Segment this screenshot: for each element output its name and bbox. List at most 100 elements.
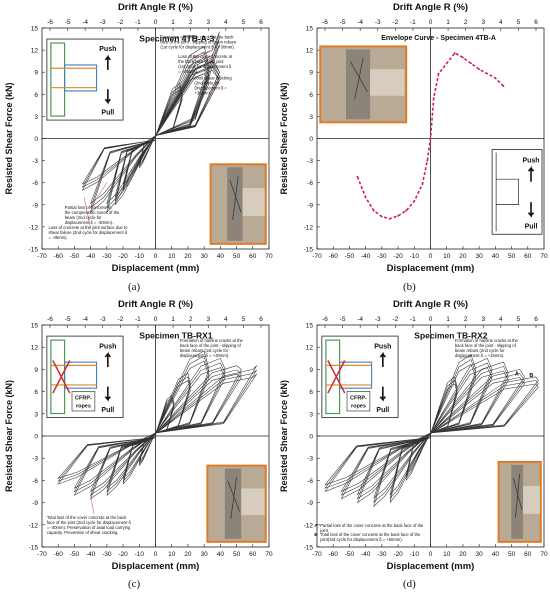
- y-tick-label: 9: [309, 367, 313, 374]
- x-tick-label: -30: [377, 551, 387, 558]
- caption-a: (a): [128, 281, 141, 293]
- top-tick-label: -2: [392, 316, 398, 323]
- x-tick-label: 40: [217, 253, 225, 260]
- x-tick-label: 30: [476, 253, 484, 260]
- y-tick-label: -12: [304, 224, 314, 231]
- x-tick-label: -30: [102, 253, 112, 260]
- push-label: Push: [374, 343, 391, 350]
- y-tick-label: 9: [34, 70, 38, 77]
- beam-rebar: [339, 361, 373, 389]
- top-tick-label: 0: [154, 316, 158, 323]
- inset-frame: [46, 38, 124, 121]
- top-tick-label: 6: [534, 316, 538, 323]
- x-tick-label: -30: [377, 253, 387, 260]
- top-tick-label: 3: [206, 19, 210, 26]
- x-tick-label: 10: [168, 551, 176, 558]
- y-tick-label: 3: [309, 411, 313, 418]
- top-tick-label: 3: [206, 316, 210, 323]
- specimen-inset: CFRP-ropes Push Pull: [46, 335, 124, 418]
- hysteresis-loop: [405, 376, 458, 481]
- push-arrow-icon: [527, 165, 535, 182]
- beam-rebar: [64, 361, 98, 389]
- specimen-inset: CFRP-ropes Push Pull: [321, 335, 399, 418]
- push-arrow-icon: [104, 54, 111, 70]
- y-tick-label: -9: [32, 202, 38, 209]
- x-tick-label: 70: [265, 551, 273, 558]
- marker-a: A: [515, 371, 519, 377]
- push-label: Push: [522, 157, 539, 164]
- y-tick-label: 12: [31, 345, 39, 352]
- cfrp-label-2: ropes: [351, 404, 366, 410]
- x-tick-label: -50: [345, 551, 355, 558]
- specimen-inset: Push Pull: [46, 38, 124, 121]
- inset-frame: [491, 149, 543, 235]
- marker-b: B: [529, 373, 533, 379]
- y-tick-label: -15: [304, 545, 314, 552]
- x-tick-label: 60: [524, 253, 532, 260]
- y-axis-title: Resisted Shear Force (kN): [279, 380, 289, 492]
- x-tick-label: -10: [410, 253, 420, 260]
- top-tick-label: -6: [322, 316, 328, 323]
- cfrp-rope-cross: [52, 360, 71, 394]
- x-tick-label: -70: [312, 253, 322, 260]
- y-tick-label: -6: [32, 478, 38, 485]
- y-tick-label: 0: [309, 434, 313, 441]
- pull-arrow-icon: [104, 89, 111, 105]
- cfrp-label-2: ropes: [76, 404, 91, 410]
- x-tick-label: -50: [345, 253, 355, 260]
- top-tick-label: 1: [446, 19, 450, 26]
- envelope-point: [397, 214, 399, 217]
- top-tick-label: 1: [446, 316, 450, 323]
- x-tick-label: 0: [429, 551, 433, 558]
- cfrp-label: CFRP-: [75, 396, 92, 402]
- y-tick-label: 3: [309, 114, 313, 121]
- chart-title: Specimen TB-RX1: [139, 330, 212, 340]
- y-tick-label: 3: [34, 411, 38, 418]
- photo-beam: [241, 488, 265, 516]
- push-label: Push: [99, 343, 116, 350]
- annotation-text: Partial loss of concrete in the compressi…: [65, 205, 120, 225]
- y-tick-label: 12: [31, 48, 39, 55]
- x-tick-label: -40: [86, 253, 96, 260]
- y-tick-label: 3: [34, 114, 38, 121]
- cfrp-rope-cross: [327, 360, 346, 394]
- envelope-point: [502, 85, 505, 88]
- pull-label: Pull: [101, 109, 114, 116]
- caption-c: (c): [128, 578, 141, 590]
- annotation-text: Total loss of the cover concrete at the …: [319, 532, 421, 542]
- top-tick-label: -6: [322, 19, 328, 26]
- x-tick-label: 60: [249, 551, 257, 558]
- annotation-leader: [195, 356, 205, 359]
- x-tick-label: 30: [476, 551, 484, 558]
- x-tick-label: 30: [201, 551, 209, 558]
- x-tick-label: 20: [184, 253, 192, 260]
- top-tick-label: 5: [517, 19, 521, 26]
- top-tick-label: 2: [189, 316, 193, 323]
- chart-svg: Drift Angle R (%)-6 -5 -4 -3 -2 -1 0 1 2 3 4 5 6-70-…: [4, 2, 273, 274]
- hysteresis-loop: [139, 82, 183, 169]
- x-tick-label: -70: [37, 253, 47, 260]
- annotation-leader: [191, 49, 213, 58]
- annotation-marker: A: [314, 523, 318, 529]
- x-tick-label: -20: [393, 253, 403, 260]
- y-tick-label: 6: [309, 92, 313, 99]
- x-tick-label: -40: [361, 551, 371, 558]
- envelope-point: [356, 175, 359, 178]
- x-tick-label: 40: [217, 551, 225, 558]
- y-tick-label: 0: [309, 136, 313, 143]
- y-tick-label: 9: [34, 367, 38, 374]
- x-tick-label: 70: [540, 551, 548, 558]
- photo-crack-lines: [512, 473, 523, 518]
- x-tick-label: -50: [70, 253, 80, 260]
- y-tick-label: -3: [32, 456, 38, 463]
- top-tick-label: -4: [82, 19, 88, 26]
- top-tick-label: 2: [464, 316, 468, 323]
- x-axis-title: Displacement (mm): [387, 561, 475, 572]
- envelope-point: [426, 159, 429, 162]
- x-tick-label: 10: [443, 551, 451, 558]
- y-tick-label: -9: [307, 500, 313, 507]
- top-tick-label: 0: [154, 19, 158, 26]
- caption-d: (d): [403, 578, 416, 590]
- photo-beam: [370, 69, 405, 96]
- annotation-text: Loss of the cover concrete at the back fa…: [178, 54, 233, 74]
